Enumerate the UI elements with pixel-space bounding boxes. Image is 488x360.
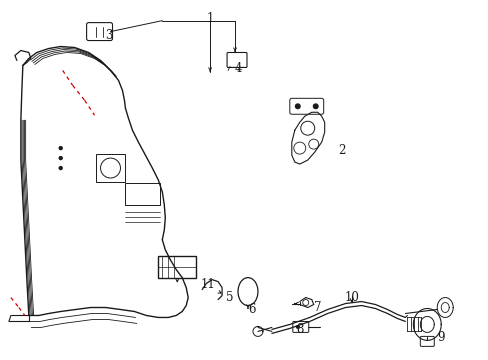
FancyBboxPatch shape xyxy=(226,53,246,67)
Text: 2: 2 xyxy=(337,144,345,157)
Ellipse shape xyxy=(238,278,258,306)
FancyBboxPatch shape xyxy=(95,154,125,182)
FancyBboxPatch shape xyxy=(125,183,160,205)
FancyBboxPatch shape xyxy=(289,98,323,114)
Circle shape xyxy=(295,325,299,329)
Circle shape xyxy=(59,156,63,160)
Circle shape xyxy=(294,103,300,109)
Circle shape xyxy=(59,166,63,170)
FancyBboxPatch shape xyxy=(420,336,433,346)
Text: 5: 5 xyxy=(226,291,233,304)
FancyBboxPatch shape xyxy=(158,256,196,278)
Text: 8: 8 xyxy=(296,323,303,336)
Circle shape xyxy=(59,146,63,150)
FancyBboxPatch shape xyxy=(86,23,112,41)
Text: 9: 9 xyxy=(437,331,444,344)
Text: 1: 1 xyxy=(206,12,213,25)
Text: 10: 10 xyxy=(344,291,358,304)
Circle shape xyxy=(312,103,318,109)
Text: 7: 7 xyxy=(313,301,321,314)
Text: 3: 3 xyxy=(104,29,112,42)
FancyBboxPatch shape xyxy=(292,321,308,332)
Text: 6: 6 xyxy=(248,303,255,316)
Text: 11: 11 xyxy=(201,278,215,291)
Text: 4: 4 xyxy=(234,62,241,75)
